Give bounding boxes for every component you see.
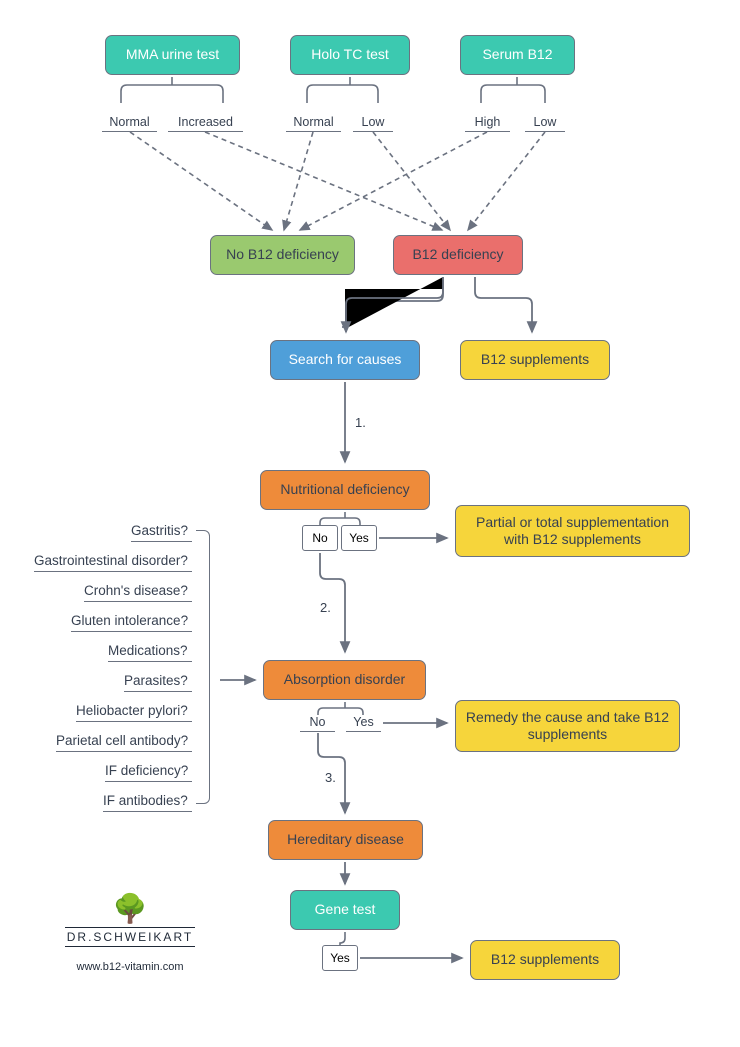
absorption-yes: Yes	[346, 715, 381, 732]
question-8: IF deficiency?	[105, 760, 192, 782]
verdict-no-deficiency: No B12 deficiency	[210, 235, 355, 275]
test-holo: Holo TC test	[290, 35, 410, 75]
action-supplements-2: B12 supplements	[470, 940, 620, 980]
test-serum: Serum B12	[460, 35, 575, 75]
action-supplements-1: B12 supplements	[460, 340, 610, 380]
opt-serum-low: Low	[525, 115, 565, 132]
cause-absorption: Absorption disorder	[263, 660, 426, 700]
nutritional-yes: Yes	[341, 525, 377, 551]
question-0: Gastritis?	[131, 520, 192, 542]
logo-tree-icon: 🌳	[65, 895, 195, 923]
opt-mma-normal: Normal	[102, 115, 157, 132]
action-partial-supplement: Partial or total supplementation with B1…	[455, 505, 690, 557]
flowchart-stage: 🌳 DR.SCHWEIKART www.b12-vitamin.com MMA …	[0, 0, 740, 1047]
test-mma: MMA urine test	[105, 35, 240, 75]
opt-holo-low: Low	[353, 115, 393, 132]
opt-holo-normal: Normal	[286, 115, 341, 132]
opt-mma-increased: Increased	[168, 115, 243, 132]
question-9: IF antibodies?	[103, 790, 192, 812]
logo-url: www.b12-vitamin.com	[65, 961, 195, 973]
question-7: Parietal cell antibody?	[56, 730, 192, 752]
logo-brand: DR.SCHWEIKART	[65, 927, 195, 947]
question-3: Gluten intolerance?	[71, 610, 192, 632]
action-search-causes: Search for causes	[270, 340, 420, 380]
gene-test: Gene test	[290, 890, 400, 930]
logo-block: 🌳 DR.SCHWEIKART www.b12-vitamin.com	[65, 895, 195, 973]
cause-nutritional: Nutritional deficiency	[260, 470, 430, 510]
step-1: 1.	[355, 415, 366, 430]
question-6: Heliobacter pylori?	[76, 700, 192, 722]
question-4: Medications?	[108, 640, 192, 662]
step-2: 2.	[320, 600, 331, 615]
question-1: Gastrointestinal disorder?	[34, 550, 192, 572]
action-remedy: Remedy the cause and take B12 supplement…	[455, 700, 680, 752]
questions-bracket	[196, 530, 210, 804]
step-3: 3.	[325, 770, 336, 785]
verdict-deficiency: B12 deficiency	[393, 235, 523, 275]
nutritional-no: No	[302, 525, 338, 551]
absorption-no: No	[300, 715, 335, 732]
question-5: Parasites?	[124, 670, 192, 692]
gene-yes: Yes	[322, 945, 358, 971]
question-2: Crohn's disease?	[84, 580, 192, 602]
cause-hereditary: Hereditary disease	[268, 820, 423, 860]
opt-serum-high: High	[465, 115, 510, 132]
